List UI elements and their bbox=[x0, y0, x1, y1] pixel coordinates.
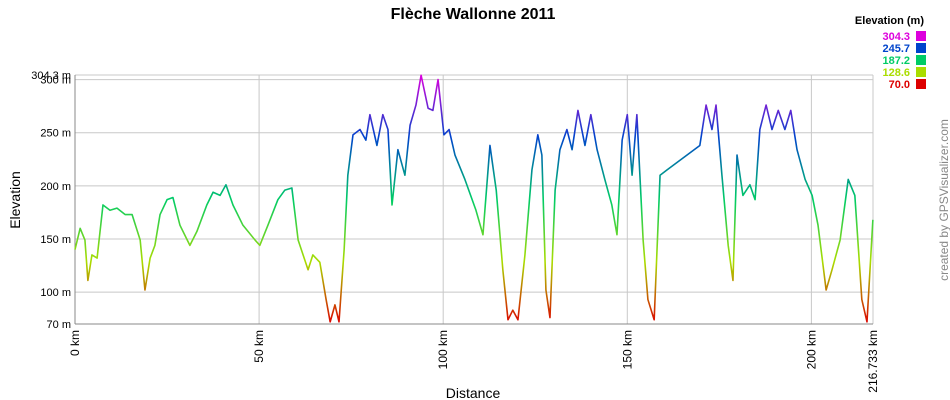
legend-value: 128.6 bbox=[882, 67, 910, 79]
legend-value: 304.3 bbox=[882, 31, 910, 43]
legend-swatch bbox=[916, 67, 926, 77]
credit: created by GPSVisualizer.com bbox=[937, 119, 950, 281]
legend-swatch bbox=[916, 79, 926, 89]
chart-title: Flèche Wallonne 2011 bbox=[391, 6, 556, 23]
legend-swatch bbox=[916, 31, 926, 41]
x-tick-label: 216.733 km bbox=[866, 330, 880, 393]
x-tick-label: 200 km bbox=[804, 330, 818, 369]
y-tick-label: 200 m bbox=[40, 181, 71, 193]
x-tick-label: 50 km bbox=[252, 330, 266, 363]
legend-title: Elevation (m) bbox=[855, 15, 924, 27]
y-tick-label: 100 m bbox=[40, 287, 71, 299]
y-tick-label: 70 m bbox=[47, 319, 71, 331]
legend-value: 245.7 bbox=[882, 43, 910, 55]
x-tick-label: 100 km bbox=[436, 330, 450, 369]
legend-value: 70.0 bbox=[889, 79, 910, 91]
y-tick-label: 304.3 m bbox=[31, 70, 71, 82]
legend-value: 187.2 bbox=[882, 55, 910, 67]
elevation-line bbox=[74, 74, 874, 323]
y-tick-label: 250 m bbox=[40, 128, 71, 140]
y-axis-label: Elevation bbox=[7, 171, 23, 229]
legend-swatch bbox=[916, 55, 926, 65]
x-tick-label: 150 km bbox=[620, 330, 634, 369]
y-tick-label: 150 m bbox=[40, 234, 71, 246]
y-tick-label: 300 m bbox=[40, 75, 71, 87]
x-tick-label: 0 km bbox=[68, 330, 82, 356]
legend-swatch bbox=[916, 43, 926, 53]
x-axis-label: Distance bbox=[446, 385, 501, 400]
